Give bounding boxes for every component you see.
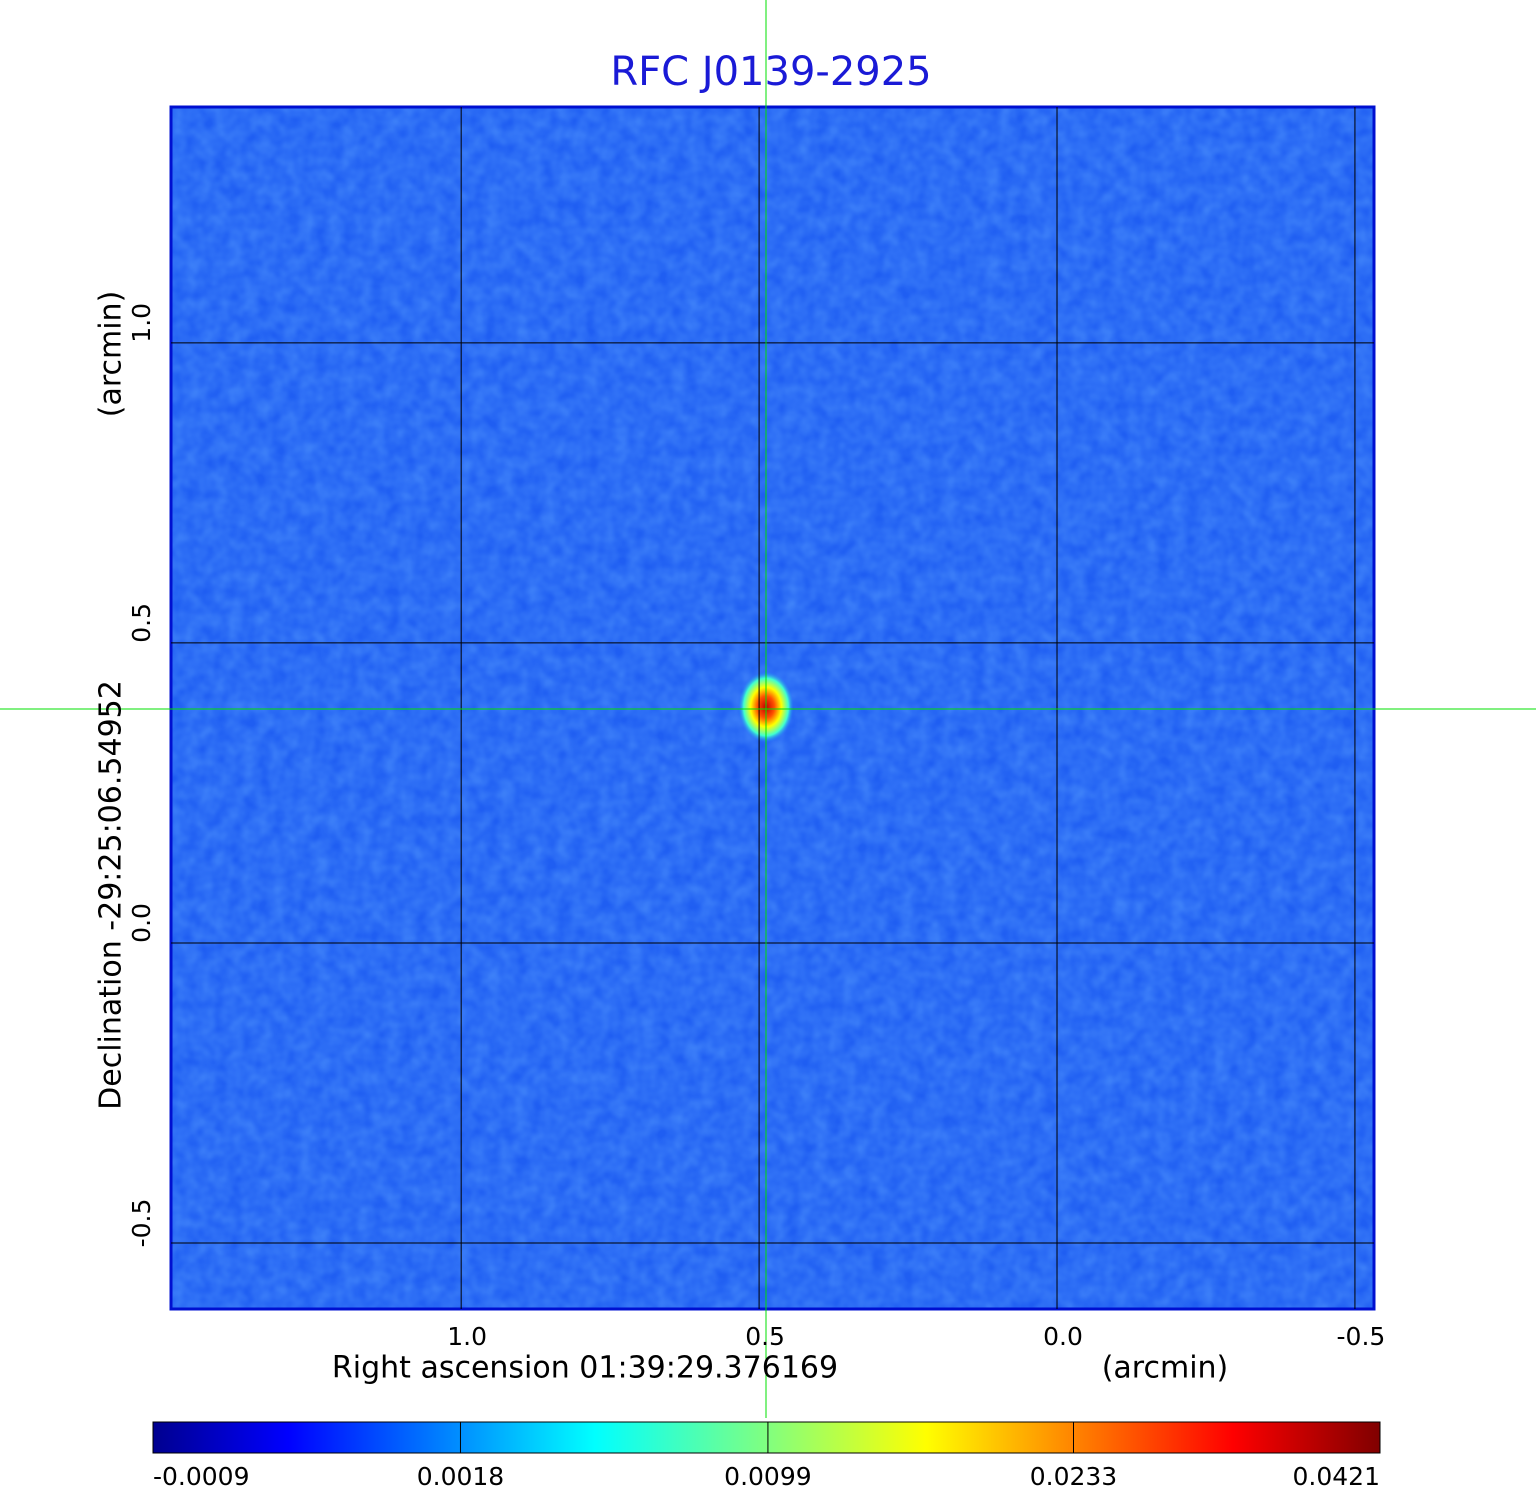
y-axis-unit: (arcmin): [94, 291, 129, 418]
y-tick-label: 1.0: [127, 303, 156, 343]
colorbar-tick-label: -0.0009: [153, 1462, 250, 1491]
y-tick-label: -0.5: [127, 1199, 156, 1248]
colorbar-tick-label: 0.0421: [1293, 1462, 1380, 1491]
colorbar-tick-label: 0.0018: [417, 1462, 504, 1491]
x-tick-label: 0.5: [745, 1322, 785, 1351]
x-tick-label: -0.5: [1337, 1322, 1386, 1351]
colorbar: [152, 1421, 1381, 1454]
x-tick-label: 0.0: [1043, 1322, 1083, 1351]
y-tick-label: 0.0: [127, 903, 156, 943]
x-axis-unit: (arcmin): [1102, 1351, 1229, 1386]
colorbar-tick-label: 0.0233: [1030, 1462, 1117, 1491]
y-axis-label: Declination -29:25:06.54952: [94, 680, 129, 1110]
x-tick-label: 1.0: [447, 1322, 487, 1351]
x-axis-label: Right ascension 01:39:29.376169: [332, 1351, 838, 1386]
y-tick-label: 0.5: [127, 603, 156, 643]
colorbar-tick-label: 0.0099: [724, 1462, 811, 1491]
plot-frame: [169, 105, 1376, 1311]
chart-title: RFC J0139-2925: [610, 49, 931, 95]
